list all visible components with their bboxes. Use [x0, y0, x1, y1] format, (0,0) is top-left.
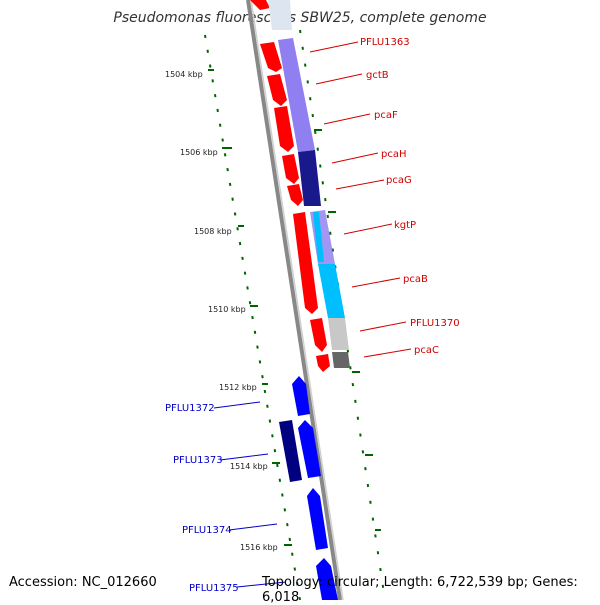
category-overlay: [268, 0, 350, 368]
gene-label-pcaF: pcaF: [374, 110, 398, 121]
gene-arrow-PFLU1373-navy: [279, 420, 302, 482]
gene-label-pcaC: pcaC: [414, 345, 439, 356]
gene-arrow-PFLU1372: [292, 376, 310, 416]
category-block-darkgrey: [332, 352, 350, 368]
gc-track-left: [204, 34, 301, 600]
forward-strand-genes: [250, 0, 330, 372]
gene-arrow-pcaF-a: [267, 74, 287, 106]
gene-label-PFLU1363: PFLU1363: [360, 37, 410, 48]
gene-arrow-pcaF-b: [274, 106, 294, 152]
left-gene-labels: [213, 401, 287, 588]
category-block-grey: [328, 318, 349, 350]
tick-label-1516: 1516 kbp: [240, 543, 278, 552]
gene-arrow-pcaB: [310, 318, 327, 352]
gene-arrow-PFLU1363: [250, 0, 270, 10]
gene-label-PFLU1375: PFLU1375: [189, 583, 239, 594]
gene-arrow-pcaC: [316, 354, 330, 372]
tick-label-1508: 1508 kbp: [194, 227, 232, 236]
category-block-cyan-2: [318, 264, 345, 318]
gc-skew-marks: [208, 69, 381, 546]
tick-label-1514: 1514 kbp: [230, 462, 268, 471]
gene-arrow-PFLU1374: [307, 488, 328, 550]
tick-label-1506: 1506 kbp: [180, 148, 218, 157]
gene-arrow-pcaH: [282, 154, 299, 184]
gene-arrow-kgtP: [293, 212, 318, 314]
gene-arrow-PFLU1373-blue: [298, 420, 321, 478]
gene-label-PFLU1374: PFLU1374: [182, 525, 232, 536]
tick-label-1510: 1510 kbp: [208, 305, 246, 314]
category-block-lavender-1: [278, 38, 315, 152]
gene-label-pcaH: pcaH: [381, 149, 407, 160]
gene-arrow-gctB: [260, 42, 282, 72]
map-title: Pseudomonas fluorescens SBW25, complete …: [113, 10, 487, 26]
backbone: [246, 0, 342, 600]
gene-label-pcaG: pcaG: [386, 175, 412, 186]
genome-summary-text: Topology: circular; Length: 6,722,539 bp…: [262, 575, 578, 605]
category-block-cyan-1: [313, 212, 324, 262]
reverse-strand-genes: [279, 376, 338, 600]
gene-label-kgtP: kgtP: [394, 220, 416, 231]
tick-label-1504: 1504 kbp: [165, 70, 203, 79]
gene-arrow-PFLU1375: [316, 558, 338, 600]
accession-text: Accession: NC_012660: [9, 575, 157, 590]
gene-label-pcaB: pcaB: [403, 274, 428, 285]
gene-label-gctB: gctB: [366, 70, 389, 81]
tick-label-1512: 1512 kbp: [219, 383, 257, 392]
right-gene-labels: [309, 41, 412, 358]
gene-arrow-pcaG: [287, 184, 303, 206]
category-block-navy-1: [298, 150, 321, 206]
gene-label-PFLU1373: PFLU1373: [173, 455, 223, 466]
backbone-highlight: [250, 0, 344, 600]
gene-label-PFLU1372: PFLU1372: [165, 403, 215, 414]
gene-label-PFLU1370: PFLU1370: [410, 318, 460, 329]
category-block-top: [268, 0, 292, 30]
